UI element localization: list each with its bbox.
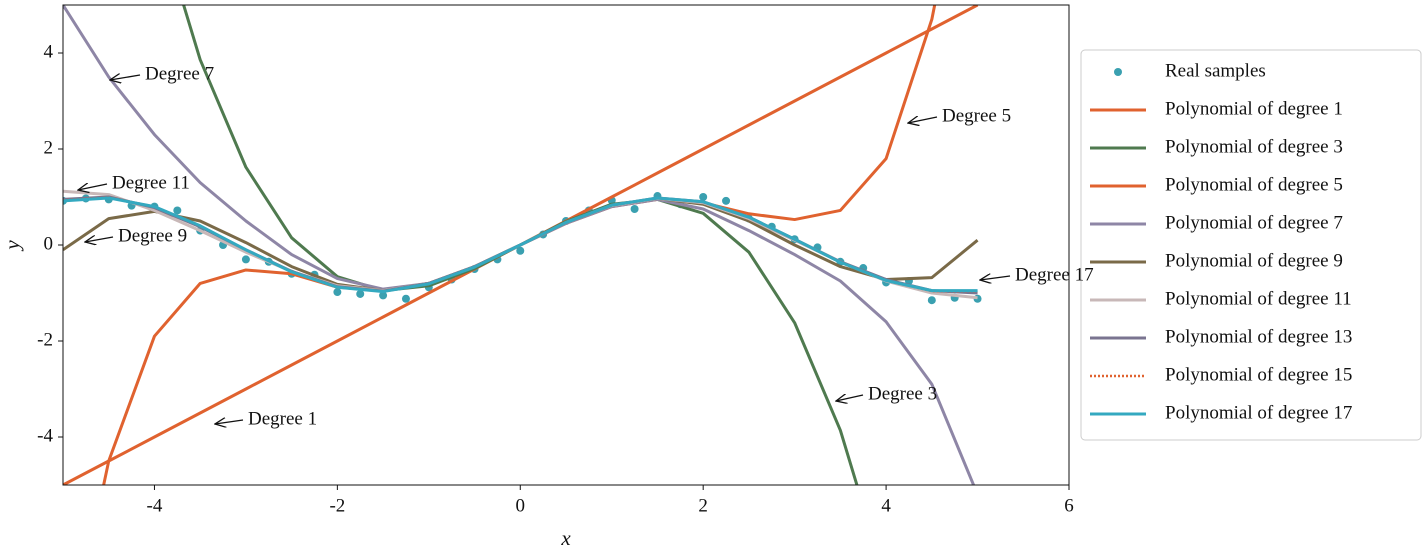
legend-label: Polynomial of degree 13 <box>1165 326 1352 347</box>
legend-label: Polynomial of degree 7 <box>1165 212 1343 233</box>
annotation: Degree 17 <box>1015 264 1094 285</box>
y-tick-label: 0 <box>44 233 54 254</box>
y-axis-label: y <box>0 240 24 252</box>
legend-label: Polynomial of degree 1 <box>1165 98 1343 119</box>
legend-label: Real samples <box>1165 60 1266 81</box>
annotation: Degree 1 <box>248 408 317 429</box>
poly-line <box>63 196 978 294</box>
legend-label: Polynomial of degree 9 <box>1165 250 1343 271</box>
legend-label: Polynomial of degree 3 <box>1165 136 1343 157</box>
sample-point <box>927 296 936 305</box>
legend-label: Polynomial of degree 17 <box>1165 402 1352 423</box>
annotation: Degree 5 <box>942 105 1011 126</box>
sample-point <box>722 196 731 205</box>
x-tick-label: 6 <box>1064 495 1074 516</box>
legend-marker <box>1114 68 1122 76</box>
x-tick-label: -4 <box>147 495 163 516</box>
sample-point <box>333 288 342 297</box>
annotation-arrow <box>215 420 244 424</box>
plot-area <box>63 5 982 485</box>
legend-label: Polynomial of degree 5 <box>1165 174 1343 195</box>
annotation-arrow <box>836 395 864 401</box>
sample-point <box>516 246 525 255</box>
sample-point <box>401 294 410 303</box>
x-axis-label: x <box>560 526 571 550</box>
sample-point <box>630 205 639 213</box>
legend-label: Polynomial of degree 11 <box>1165 288 1352 309</box>
sample-point <box>356 289 365 298</box>
y-tick-label: -2 <box>37 329 53 350</box>
annotation: Degree 7 <box>145 63 214 84</box>
sample-point <box>173 206 182 215</box>
annotation: Degree 3 <box>868 383 937 404</box>
y-tick-label: 4 <box>44 41 54 62</box>
annotation-arrow <box>980 276 1011 280</box>
y-tick-label: 2 <box>44 137 54 158</box>
annotation: Degree 11 <box>112 172 190 193</box>
sample-point <box>379 291 388 300</box>
legend-box <box>1080 49 1422 441</box>
annotation-arrow <box>110 75 141 80</box>
annotation-arrow <box>78 184 108 190</box>
sample-point <box>241 255 250 264</box>
annotation-arrow <box>908 117 938 123</box>
annotation-arrow <box>85 237 114 242</box>
sample-point <box>699 193 708 201</box>
x-tick-label: 4 <box>881 495 891 516</box>
annotation: Degree 9 <box>118 225 187 246</box>
y-tick-label: -4 <box>37 425 53 446</box>
x-tick-label: 2 <box>698 495 708 516</box>
legend-label: Polynomial of degree 15 <box>1165 364 1352 385</box>
x-tick-label: 0 <box>516 495 526 516</box>
x-tick-label: -2 <box>329 495 345 516</box>
